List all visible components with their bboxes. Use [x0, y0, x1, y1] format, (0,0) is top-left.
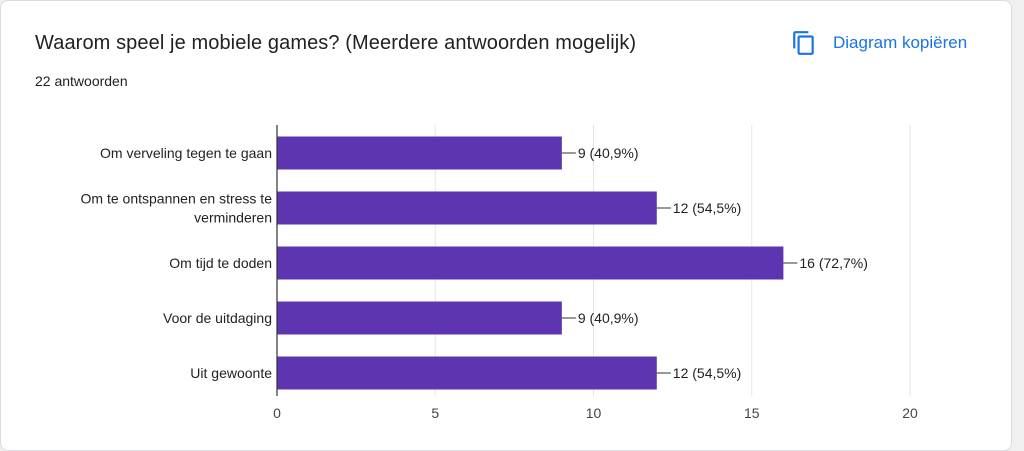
copy-chart-label: Diagram kopiëren — [833, 33, 968, 52]
copy-icon — [793, 31, 814, 55]
category-label: Om te ontspannen en stress te verminderen — [81, 191, 273, 226]
value-label: 9 (40,9%) — [578, 145, 639, 161]
bar — [277, 246, 784, 280]
category-label: Uit gewoonte — [190, 365, 272, 381]
copy-chart-button[interactable]: Diagram kopiëren — [785, 23, 973, 63]
x-tick-label: 0 — [273, 405, 281, 421]
value-label: 16 (72,7%) — [799, 255, 867, 271]
bar — [277, 191, 657, 225]
value-label: 12 (54,5%) — [673, 200, 741, 216]
value-label: 12 (54,5%) — [673, 365, 741, 381]
value-label: 9 (40,9%) — [578, 310, 639, 326]
category-label: Voor de uitdaging — [163, 310, 272, 326]
bar — [277, 356, 657, 390]
bar — [277, 301, 562, 335]
category-label: Om tijd te doden — [169, 255, 272, 271]
x-tick-label: 10 — [586, 405, 602, 421]
category-label: Om verveling tegen te gaan — [100, 145, 272, 161]
response-count: 22 antwoorden — [35, 73, 128, 89]
chart-title: Waarom speel je mobiele games? (Meerdere… — [35, 32, 637, 54]
x-tick-label: 15 — [744, 405, 760, 421]
x-tick-label: 20 — [902, 405, 918, 421]
bar — [277, 136, 562, 170]
x-tick-label: 5 — [431, 405, 439, 421]
